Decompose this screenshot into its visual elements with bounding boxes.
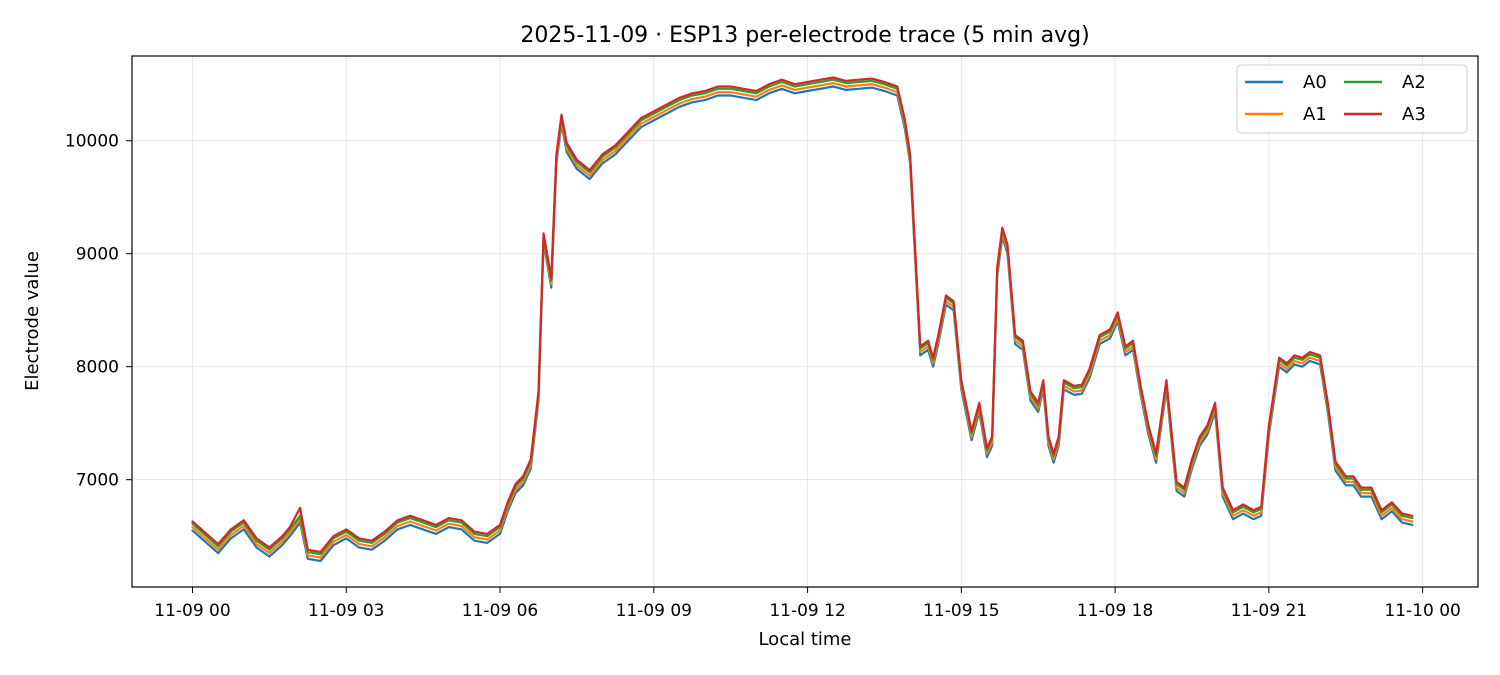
x-tick-label: 11-09 12 bbox=[769, 601, 845, 621]
y-tick-label: 9000 bbox=[76, 245, 119, 265]
x-tick-label: 11-09 18 bbox=[1077, 601, 1153, 621]
legend-box bbox=[1237, 65, 1467, 133]
y-tick-label: 10000 bbox=[65, 132, 119, 152]
x-tick-label: 11-09 15 bbox=[923, 601, 999, 621]
x-tick-label: 11-09 06 bbox=[462, 601, 538, 621]
x-tick-label: 11-09 21 bbox=[1231, 601, 1307, 621]
x-tick-label: 11-09 09 bbox=[616, 601, 692, 621]
series-line-a3 bbox=[193, 78, 1413, 553]
legend-label: A1 bbox=[1303, 104, 1327, 125]
x-axis-label: Local time bbox=[758, 629, 851, 650]
series-layer bbox=[193, 78, 1413, 562]
x-tick-label: 11-10 00 bbox=[1384, 601, 1460, 621]
chart-title: 2025-11-09 · ESP13 per-electrode trace (… bbox=[520, 23, 1089, 48]
legend: A0 A1 A2 A3 bbox=[1237, 65, 1467, 133]
x-tick-label: 11-09 03 bbox=[308, 601, 384, 621]
x-axis: 11-09 00 11-09 03 11-09 06 11-09 09 11-09 12… bbox=[154, 587, 1461, 621]
legend-label: A2 bbox=[1402, 72, 1426, 93]
y-tick-label: 7000 bbox=[76, 471, 119, 491]
legend-label: A3 bbox=[1402, 104, 1426, 125]
series-line-a2 bbox=[193, 80, 1413, 555]
series-line-a0 bbox=[193, 87, 1413, 562]
grid bbox=[132, 56, 1478, 587]
y-tick-label: 8000 bbox=[76, 358, 119, 378]
y-axis: 7000 8000 9000 10000 bbox=[65, 132, 132, 491]
y-axis-label: Electrode value bbox=[22, 251, 43, 391]
legend-label: A0 bbox=[1303, 72, 1327, 93]
plot-frame bbox=[132, 56, 1478, 587]
x-tick-label: 11-09 00 bbox=[154, 601, 230, 621]
series-line-a1 bbox=[193, 83, 1413, 557]
